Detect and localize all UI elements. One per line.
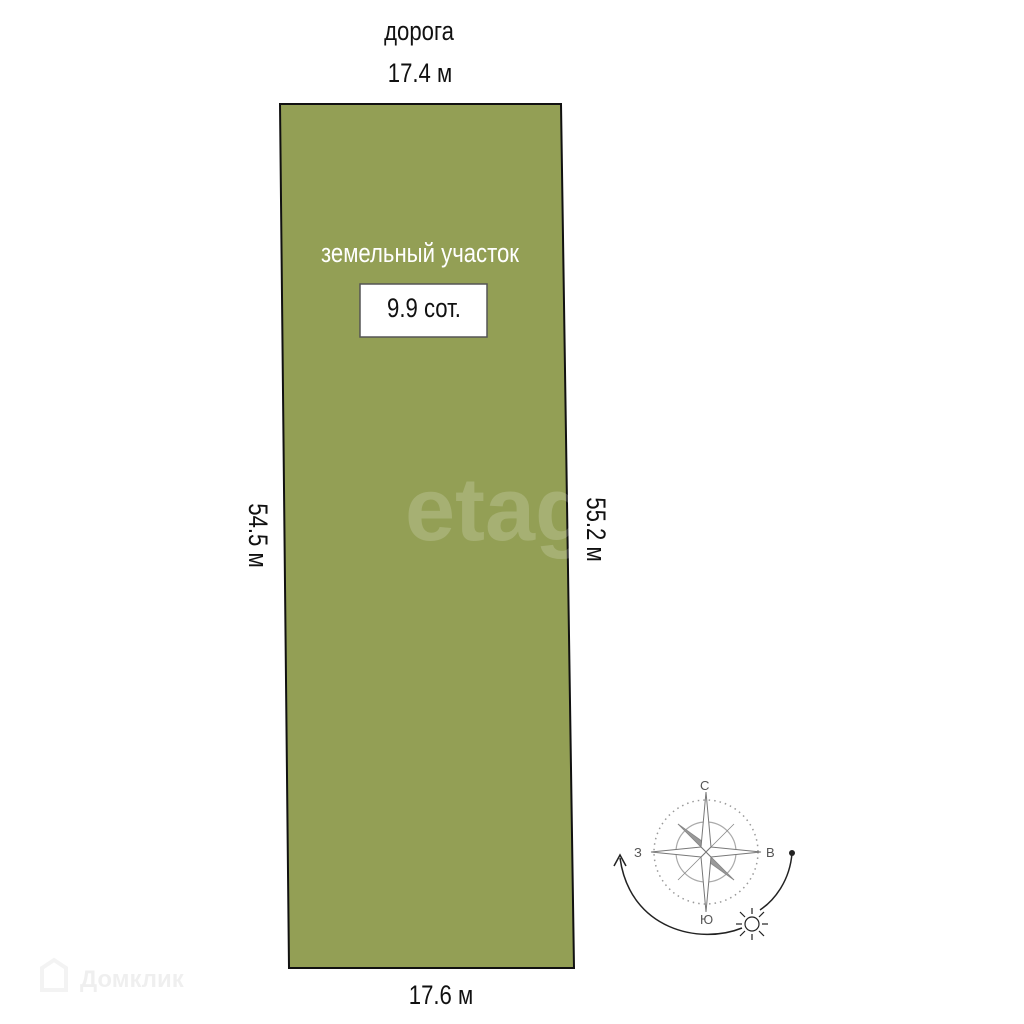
domclick-logo: [40, 957, 68, 992]
road-label: дорога: [384, 16, 454, 46]
etagi-watermark: etagi: [405, 460, 615, 560]
compass-south: Ю: [700, 912, 714, 927]
compass-rose-icon: [650, 791, 762, 913]
right-side-length: 55.2 м: [580, 497, 611, 562]
compass-west: З: [634, 845, 642, 860]
top-side-length: 17.4 м: [387, 58, 453, 88]
compass-east: В: [766, 845, 775, 860]
bottom-side-length: 17.6 м: [408, 980, 474, 1010]
plot-title: земельный участок: [320, 238, 520, 268]
sun-icon: [736, 908, 768, 940]
area-box: [359, 283, 488, 338]
plot-area: 9.9 сот.: [387, 293, 461, 323]
domclick-watermark: Домклик: [80, 966, 184, 993]
left-side-length: 54.5 м: [242, 503, 273, 568]
compass-north: С: [700, 778, 710, 793]
sun-path-arrow-icon: [619, 852, 793, 936]
land-plot-shape: [278, 103, 576, 969]
